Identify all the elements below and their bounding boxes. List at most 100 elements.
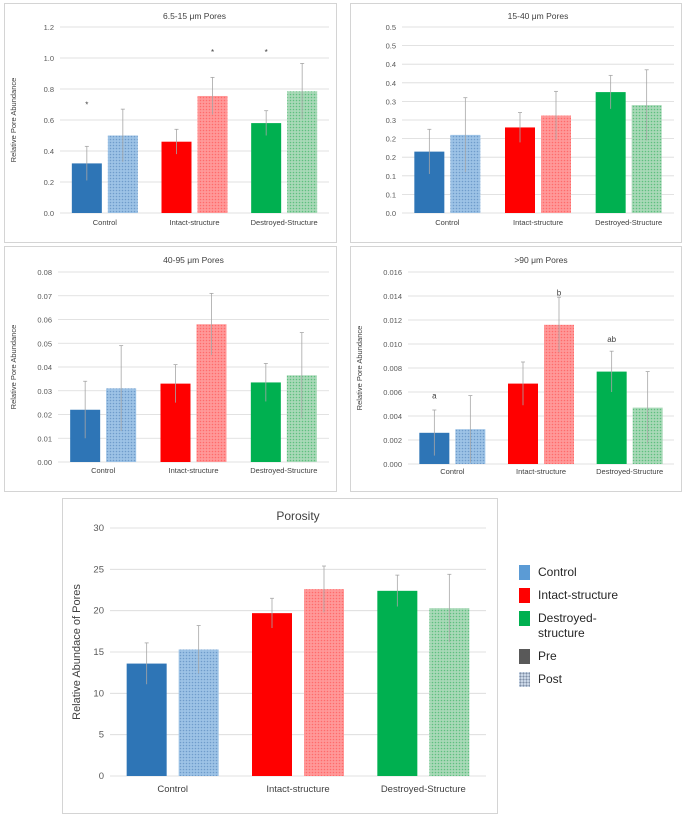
category-label: Intact-structure <box>516 467 566 476</box>
legend-item-destroyed: Destroyed-structure <box>519 611 679 641</box>
significance-label: * <box>85 101 88 110</box>
y-tick-label: 0.004 <box>383 412 402 421</box>
category-label: Intact-structure <box>266 784 329 795</box>
pre-swatch-icon <box>519 649 530 664</box>
y-axis-label: Relative Pore Abundance <box>9 325 18 410</box>
category-label: Intact-structure <box>169 218 219 227</box>
bar-pre-2 <box>377 590 418 776</box>
y-axis-label: Relative Abundace of Pores <box>71 584 83 720</box>
y-tick-label: 0.0 <box>386 209 396 218</box>
y-tick-label: 0.04 <box>37 363 52 372</box>
y-tick-label: 0.8 <box>44 85 54 94</box>
y-tick-label: 20 <box>93 606 104 617</box>
category-label: Destroyed-Structure <box>596 467 663 476</box>
significance-label: * <box>265 48 268 57</box>
category-label: Control <box>435 218 460 227</box>
y-tick-label: 0.0 <box>44 209 54 218</box>
significance-label: ab <box>607 335 616 344</box>
legend-item-post: Post <box>519 672 679 687</box>
legend-item-intact: Intact-structure <box>519 588 679 603</box>
y-tick-label: 0.01 <box>37 434 52 443</box>
chart-title: >90 μm Pores <box>514 255 567 265</box>
y-tick-label: 0.07 <box>37 292 52 301</box>
y-axis-label: Relative Pore Abundance <box>9 78 18 163</box>
chart-6-5-15-pores: 0.0 0.2 0.4 0.6 0.8 1.0 1.2 6.5-15 μm Pores Rela… <box>4 3 337 243</box>
y-tick-label: 10 <box>93 688 104 699</box>
y-tick-label: 0.2 <box>44 178 54 187</box>
y-tick-label: 0.5 <box>386 42 396 51</box>
control-swatch-icon <box>519 565 530 580</box>
y-tick-label: 0.03 <box>37 387 52 396</box>
y-tick-label: 0.4 <box>386 60 396 69</box>
y-tick-label: 0.00 <box>37 458 52 467</box>
y-tick-label: 5 <box>99 730 104 741</box>
legend-item-pre: Pre <box>519 649 679 664</box>
y-tick-label: 15 <box>93 647 104 658</box>
category-label: Destroyed-Structure <box>250 466 317 475</box>
significance-label: b <box>557 288 562 297</box>
chart-porosity: 0 5 10 15 20 25 30 Porosity Relative Abundace of… <box>62 498 498 814</box>
category-label: Intact-structure <box>513 218 563 227</box>
legend-label-control: Control <box>538 565 577 579</box>
category-label: Control <box>157 784 188 795</box>
chart-title: 6.5-15 μm Pores <box>163 11 226 21</box>
y-tick-label: 0.1 <box>386 190 396 199</box>
y-tick-label: 0 <box>99 771 104 782</box>
category-label: Destroyed-Structure <box>595 218 662 227</box>
chart-40-95-pores: 0.00 0.01 0.02 0.03 0.04 0.05 0.06 0.07 0.08 40-9… <box>4 246 337 492</box>
post-swatch-icon <box>519 672 530 687</box>
bar-pre-1 <box>252 613 292 776</box>
legend: Control Intact-structure Destroyed-struc… <box>519 565 679 695</box>
y-tick-label: 0.3 <box>386 97 396 106</box>
chart-90-pores: 0.000 0.002 0.004 0.006 0.008 0.010 0.012 0.014… <box>350 246 682 492</box>
y-tick-label: 30 <box>93 523 104 534</box>
y-tick-label: 0.000 <box>383 460 402 469</box>
y-axis-label: Relative Pore Abundance <box>355 326 364 411</box>
y-tick-label: 0.08 <box>37 268 52 277</box>
y-tick-label: 0.4 <box>386 79 396 88</box>
y-tick-label: 0.4 <box>44 147 54 156</box>
category-label: Destroyed-Structure <box>381 784 466 795</box>
destroyed-swatch-icon <box>519 611 530 626</box>
y-tick-label: 0.5 <box>386 23 396 32</box>
bar-post-1 <box>304 589 344 776</box>
bar-post-1 <box>197 95 228 213</box>
y-tick-label: 1.0 <box>44 54 54 63</box>
y-tick-label: 0.6 <box>44 116 54 125</box>
y-tick-label: 0.1 <box>386 172 396 181</box>
legend-item-control: Control <box>519 565 679 580</box>
y-tick-label: 0.3 <box>386 116 396 125</box>
category-label: Destroyed-Structure <box>251 218 318 227</box>
bar-pre-2 <box>251 123 282 213</box>
category-label: Control <box>440 467 465 476</box>
significance-label: * <box>211 48 214 57</box>
chart-15-40-pores: 0.0 0.1 0.1 0.2 0.2 0.3 0.3 0.4 0.4 0.5 0.5 15-40 μ… <box>350 3 682 243</box>
y-tick-label: 0.014 <box>383 292 402 301</box>
legend-label-destroyed: Destroyed-structure <box>538 611 597 640</box>
intact-swatch-icon <box>519 588 530 603</box>
y-tick-label: 0.016 <box>383 268 402 277</box>
category-label: Control <box>91 466 116 475</box>
y-tick-label: 0.06 <box>37 316 52 325</box>
y-tick-label: 0.2 <box>386 153 396 162</box>
y-tick-label: 0.012 <box>383 316 402 325</box>
y-tick-label: 0.2 <box>386 135 396 144</box>
chart-title: 15-40 μm Pores <box>508 11 569 21</box>
y-tick-label: 0.05 <box>37 339 52 348</box>
category-label: Control <box>93 218 118 227</box>
y-tick-label: 0.008 <box>383 364 402 373</box>
legend-label-pre: Pre <box>538 649 557 663</box>
legend-label-post: Post <box>538 672 563 686</box>
category-label: Intact-structure <box>168 466 218 475</box>
y-tick-label: 0.002 <box>383 436 402 445</box>
y-tick-label: 25 <box>93 564 104 575</box>
y-tick-label: 0.006 <box>383 388 402 397</box>
chart-title: 40-95 μm Pores <box>163 255 224 265</box>
bar-pre-2 <box>595 92 626 213</box>
chart-title: Porosity <box>276 509 319 523</box>
y-tick-label: 1.2 <box>44 23 54 32</box>
significance-label: a <box>432 392 437 401</box>
y-tick-label: 0.010 <box>383 340 402 349</box>
y-tick-label: 0.02 <box>37 411 52 420</box>
legend-label-intact: Intact-structure <box>538 588 619 602</box>
